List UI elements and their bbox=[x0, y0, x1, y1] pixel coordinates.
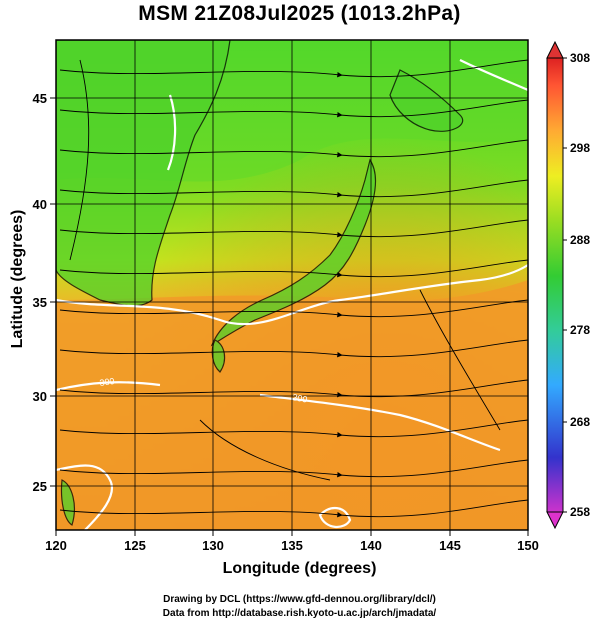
x-tick-label-145: 145 bbox=[439, 538, 461, 553]
x-tick-marks bbox=[55, 530, 529, 536]
colorbar-top-arrow bbox=[546, 40, 564, 59]
grid-lines bbox=[56, 40, 528, 530]
contour-label-2: 300 bbox=[292, 392, 309, 404]
colorbar-tick-258: 258 bbox=[570, 505, 590, 519]
x-axis-label: Longitude (degrees) bbox=[222, 560, 377, 577]
credit-drawing: Drawing by DCL (https://www.gfd-dennou.o… bbox=[163, 594, 436, 605]
x-tick-label-130: 130 bbox=[202, 538, 224, 553]
y-tick-label-45: 45 bbox=[33, 91, 47, 106]
colorbar-tick-298: 298 bbox=[570, 141, 590, 155]
x-tick-label-135: 135 bbox=[281, 538, 303, 553]
x-tick-label-125: 125 bbox=[124, 538, 146, 553]
y-tick-label-30: 30 bbox=[33, 389, 47, 404]
colorbar-tick-288: 288 bbox=[570, 233, 590, 247]
y-tick-marks bbox=[50, 97, 56, 487]
colorbar-tick-268: 268 bbox=[570, 415, 590, 429]
x-tick-label-140: 140 bbox=[360, 538, 382, 553]
x-tick-label-120: 120 bbox=[45, 538, 67, 553]
colorbar-bottom-arrow bbox=[546, 511, 564, 530]
streamlines bbox=[59, 59, 528, 518]
y-tick-label-40: 40 bbox=[33, 197, 47, 212]
x-tick-label-150: 150 bbox=[517, 538, 539, 553]
colorbar-tick-278: 278 bbox=[570, 323, 590, 337]
y-tick-label-25: 25 bbox=[33, 479, 47, 494]
map-title: MSM 21Z08Jul2025 (1013.2hPa) bbox=[138, 2, 461, 25]
colorbar-tick-308: 308 bbox=[570, 51, 590, 65]
contour-label-1: 300 bbox=[99, 376, 115, 388]
credit-data: Data from http://database.rish.kyoto-u.a… bbox=[162, 608, 437, 619]
temperature-contours bbox=[56, 59, 528, 530]
y-tick-label-35: 35 bbox=[33, 295, 47, 310]
colorbar-gradient bbox=[546, 57, 564, 513]
